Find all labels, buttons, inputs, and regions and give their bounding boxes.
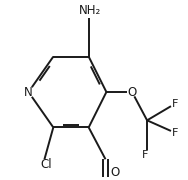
Text: NH₂: NH₂ xyxy=(79,4,102,17)
Text: F: F xyxy=(172,128,179,138)
Text: F: F xyxy=(172,99,179,109)
Text: N: N xyxy=(24,86,33,98)
Text: Cl: Cl xyxy=(40,158,52,171)
Text: O: O xyxy=(127,86,137,98)
Text: F: F xyxy=(142,150,149,160)
Text: O: O xyxy=(111,166,120,179)
